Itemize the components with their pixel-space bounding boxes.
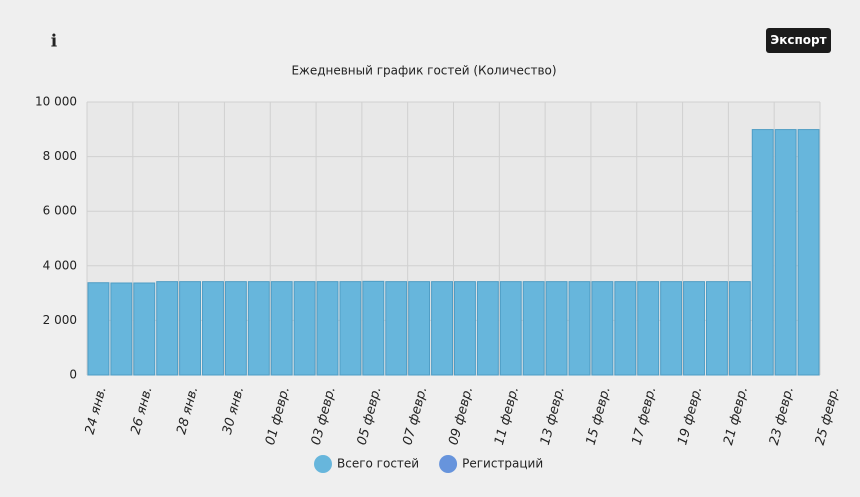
- bar: [362, 280, 385, 376]
- bar: [774, 129, 797, 376]
- bar: [545, 281, 568, 376]
- x-tick-label: 17 февр.: [629, 385, 659, 447]
- x-tick-label: 25 февр.: [813, 385, 843, 447]
- x-tick-label: 03 февр.: [309, 385, 339, 447]
- y-tick-label: 4 000: [43, 258, 77, 272]
- bar: [454, 281, 476, 376]
- x-tick-label: 30 янв.: [220, 385, 247, 436]
- x-tick-label: 21 февр.: [721, 385, 751, 447]
- bar: [728, 281, 751, 376]
- x-tick-label: 11 февр.: [492, 385, 522, 447]
- bar: [637, 281, 660, 376]
- bar: [568, 281, 591, 376]
- bar: [247, 281, 270, 376]
- bar: [408, 281, 431, 376]
- bar: [316, 281, 339, 376]
- x-tick-label: 15 февр.: [584, 385, 614, 447]
- legend-marker: [314, 455, 332, 473]
- bar: [202, 281, 224, 376]
- y-tick-label: 6 000: [43, 204, 77, 218]
- legend-label: Всего гостей: [337, 457, 419, 471]
- x-tick-label: 05 февр.: [355, 385, 385, 447]
- bar: [476, 281, 499, 376]
- bar: [499, 281, 522, 376]
- bar: [660, 281, 683, 376]
- bar: [385, 281, 408, 376]
- bar: [110, 282, 133, 376]
- bar: [751, 129, 774, 376]
- info-icon[interactable]: i: [51, 32, 58, 52]
- bar: [133, 282, 156, 376]
- bar: [270, 281, 293, 376]
- bar: [591, 281, 614, 376]
- y-tick-label: 0: [69, 368, 77, 382]
- x-tick-label: 26 янв.: [128, 385, 155, 436]
- x-tick-label: 09 февр.: [446, 385, 476, 447]
- bar: [683, 281, 705, 376]
- bar: [705, 281, 728, 376]
- legend-label: Регистраций: [462, 457, 543, 471]
- bar: [156, 281, 179, 376]
- y-tick-label: 2 000: [43, 313, 77, 327]
- x-tick-label: 01 февр.: [263, 385, 293, 447]
- y-tick-label: 8 000: [43, 149, 77, 163]
- bar: [431, 281, 453, 376]
- bar: [614, 281, 637, 376]
- chart-title: Ежедневный график гостей (Количество): [291, 64, 556, 78]
- bar: [87, 282, 110, 376]
- export-button[interactable]: Экспорт: [766, 28, 831, 53]
- x-tick-label: 28 янв.: [174, 385, 201, 436]
- y-tick-label: 10 000: [35, 95, 77, 109]
- x-tick-label: 19 февр.: [675, 385, 705, 447]
- x-tick-label: 24 янв.: [83, 385, 110, 436]
- x-tick-label: 07 февр.: [400, 385, 430, 447]
- legend-marker: [439, 455, 458, 473]
- bar: [293, 281, 316, 376]
- x-tick-label: 23 февр.: [767, 385, 797, 447]
- bar: [339, 281, 362, 376]
- bar: [522, 281, 545, 376]
- bar: [179, 281, 202, 376]
- bar: [797, 129, 820, 376]
- x-tick-label: 13 февр.: [538, 385, 568, 447]
- bar: [224, 281, 247, 376]
